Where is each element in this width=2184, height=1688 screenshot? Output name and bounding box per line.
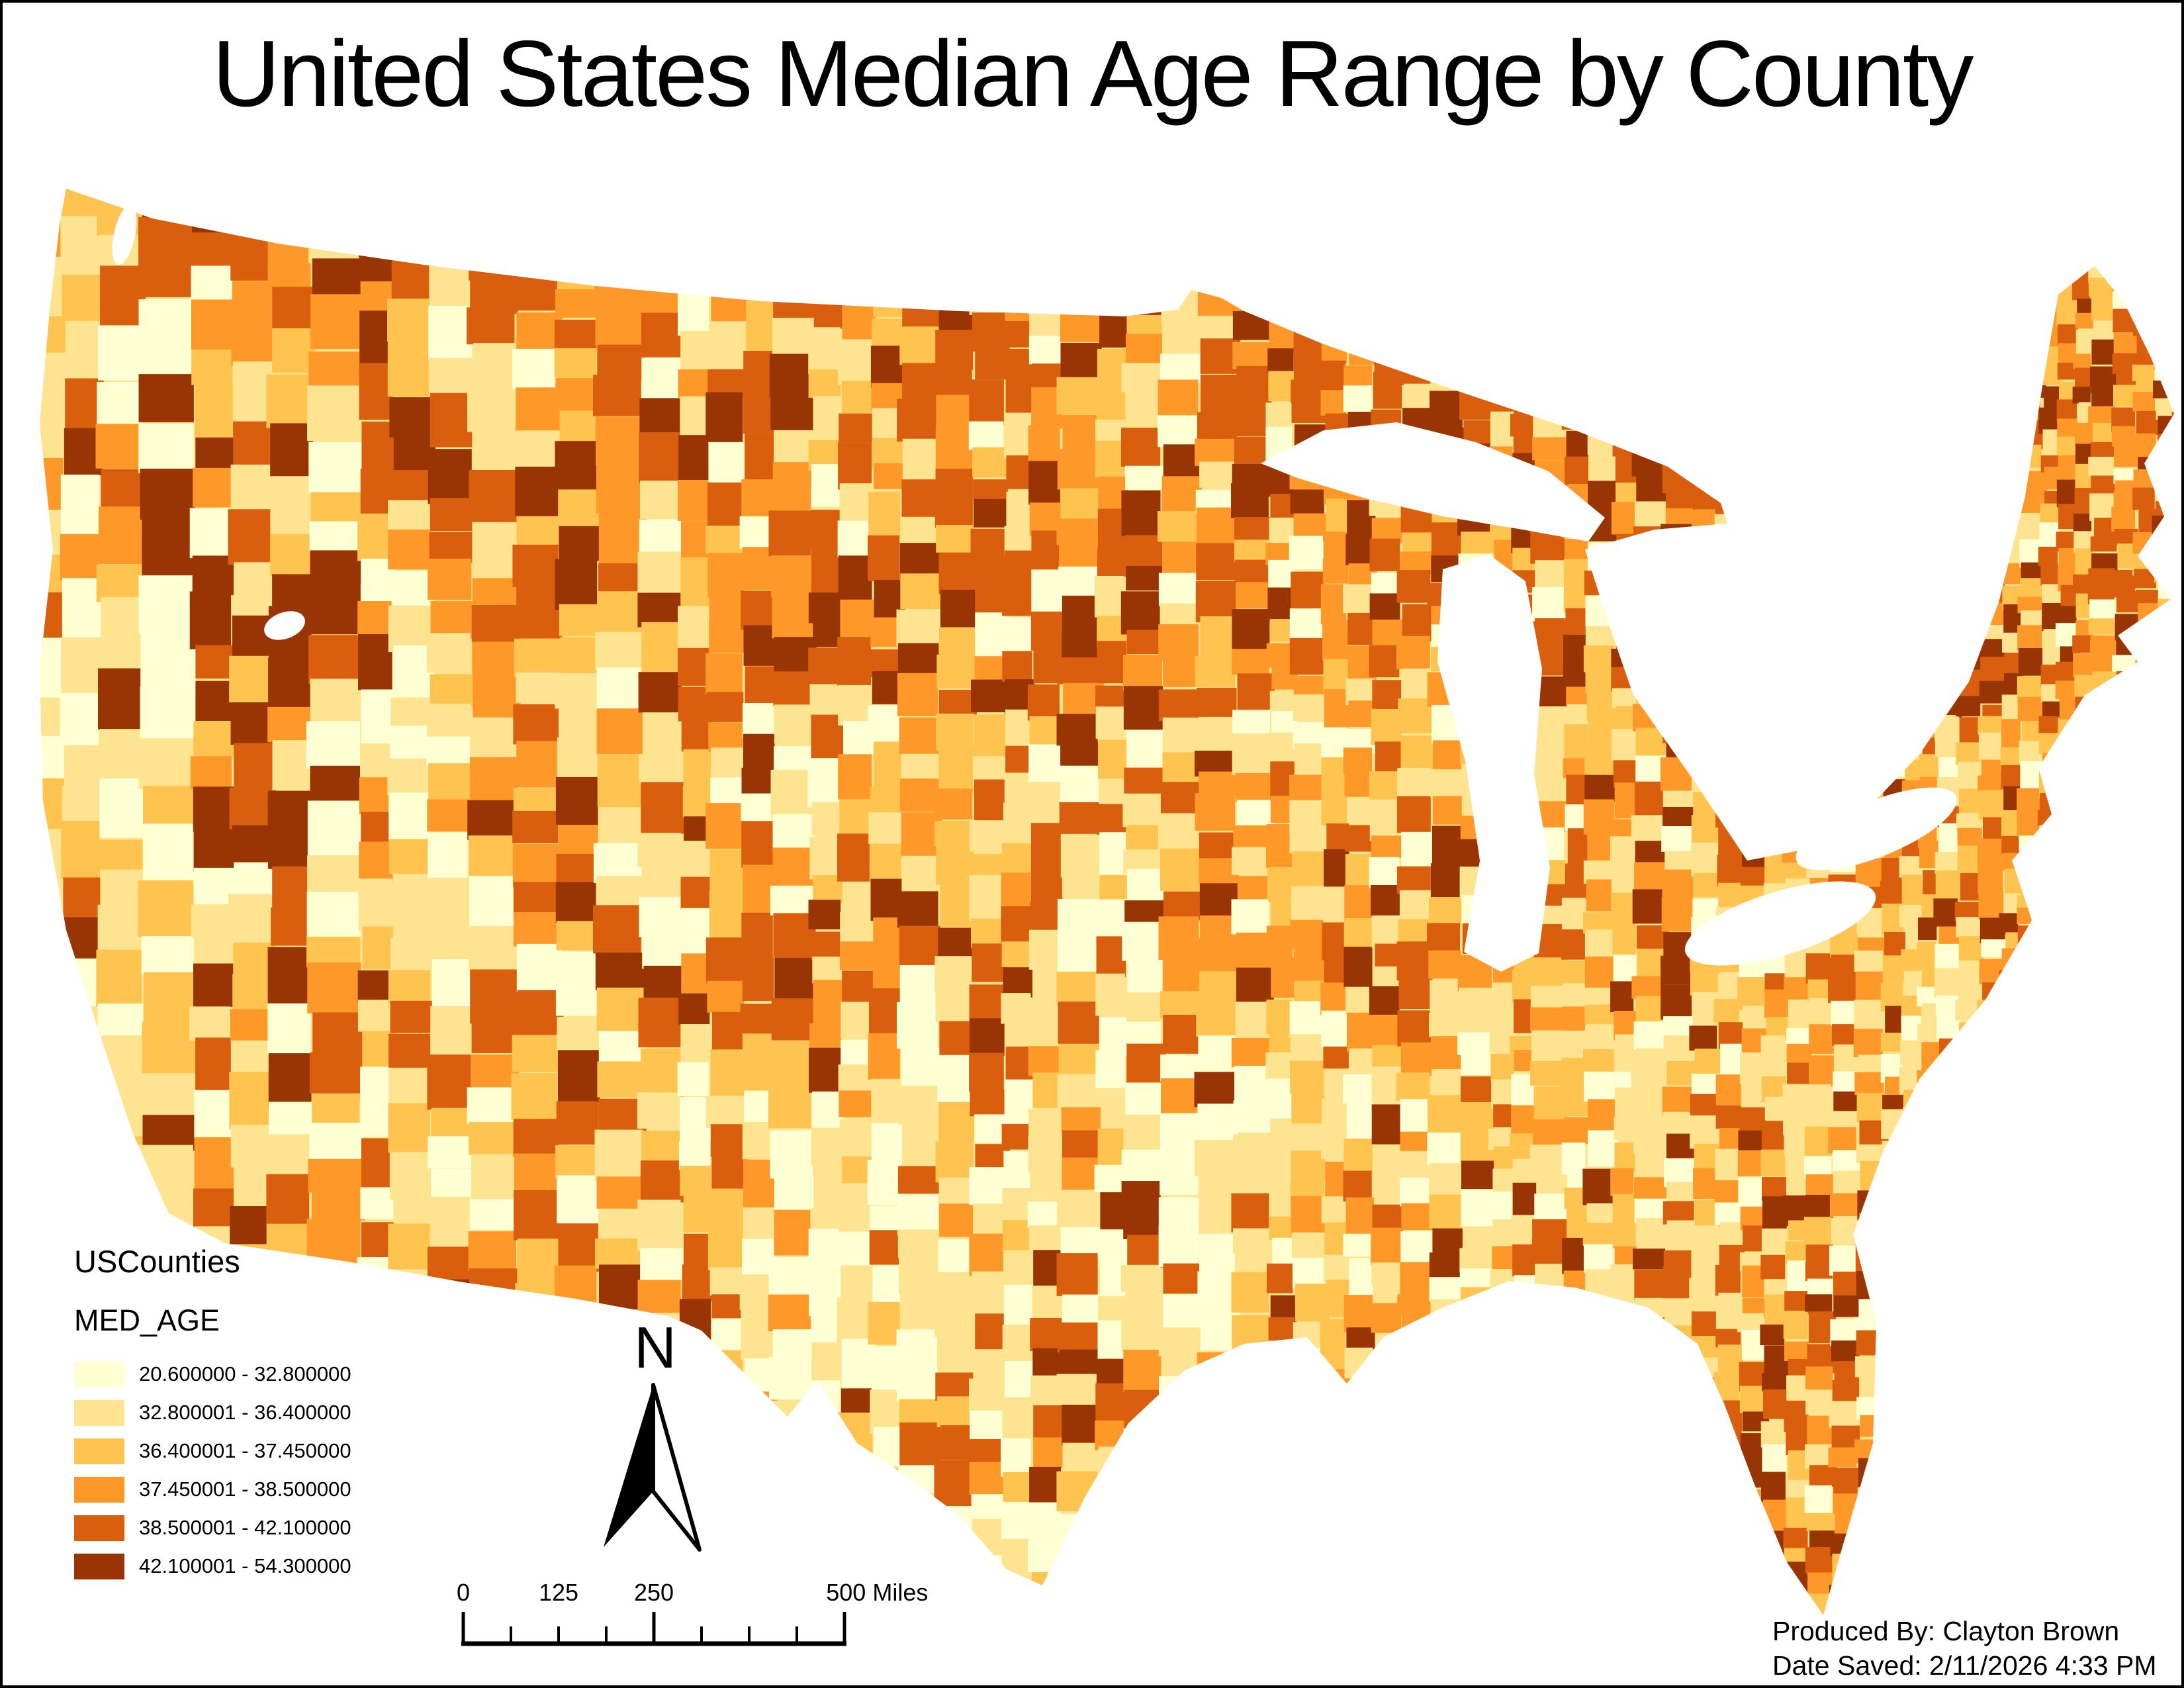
scale-bar: 0 125 250 500 Miles bbox=[457, 1579, 938, 1658]
map-credits: Produced By: Clayton Brown Date Saved: 2… bbox=[1772, 1614, 2156, 1683]
north-arrow: N bbox=[569, 1314, 741, 1562]
legend-class-row: 37.450001 - 38.500000 bbox=[74, 1470, 351, 1509]
scale-bar-ruler bbox=[461, 1612, 846, 1646]
legend-class-label: 38.500001 - 42.100000 bbox=[139, 1516, 351, 1539]
map-legend: USCounties MED_AGE 20.600000 - 32.800000… bbox=[74, 1243, 351, 1585]
legend-class-label: 37.450001 - 38.500000 bbox=[139, 1477, 351, 1501]
legend-class-list: 20.600000 - 32.800000 32.800001 - 36.4000… bbox=[74, 1355, 351, 1585]
north-arrow-icon bbox=[604, 1383, 702, 1552]
legend-field-name: MED_AGE bbox=[74, 1303, 220, 1337]
legend-swatch-2 bbox=[74, 1438, 124, 1464]
legend-class-label: 42.100001 - 54.300000 bbox=[139, 1554, 351, 1577]
scale-bar-label-125: 125 bbox=[538, 1579, 579, 1606]
scale-bar-label-500-miles: 500 Miles bbox=[826, 1579, 929, 1606]
legend-swatch-4 bbox=[74, 1515, 124, 1541]
credits-date-saved: Date Saved: 2/11/2026 4:33 PM bbox=[1772, 1650, 2157, 1681]
legend-class-label: 32.800001 - 36.400000 bbox=[139, 1401, 351, 1424]
legend-class-row: 38.500001 - 42.100000 bbox=[74, 1509, 351, 1547]
map-title: United States Median Age Range by County bbox=[212, 21, 1974, 126]
legend-class-row: 32.800001 - 36.400000 bbox=[74, 1393, 351, 1432]
legend-swatch-3 bbox=[74, 1476, 124, 1503]
legend-swatch-5 bbox=[74, 1553, 124, 1579]
legend-class-row: 20.600000 - 32.800000 bbox=[74, 1355, 351, 1393]
legend-class-row: 42.100001 - 54.300000 bbox=[74, 1547, 351, 1585]
legend-class-label: 36.400001 - 37.450000 bbox=[139, 1439, 351, 1462]
great-lakes-water bbox=[112, 205, 1957, 972]
credits-produced-by: Produced By: Clayton Brown bbox=[1772, 1616, 2120, 1646]
legend-swatch-0 bbox=[74, 1361, 124, 1387]
scale-bar-label-250: 250 bbox=[633, 1579, 674, 1606]
north-arrow-label: N bbox=[634, 1315, 676, 1380]
legend-class-label: 20.600000 - 32.800000 bbox=[139, 1362, 351, 1385]
legend-swatch-1 bbox=[74, 1399, 124, 1426]
legend-class-row: 36.400001 - 37.450000 bbox=[74, 1432, 351, 1470]
scale-bar-label-0: 0 bbox=[456, 1579, 471, 1606]
legend-layer-title: USCounties bbox=[74, 1244, 240, 1279]
